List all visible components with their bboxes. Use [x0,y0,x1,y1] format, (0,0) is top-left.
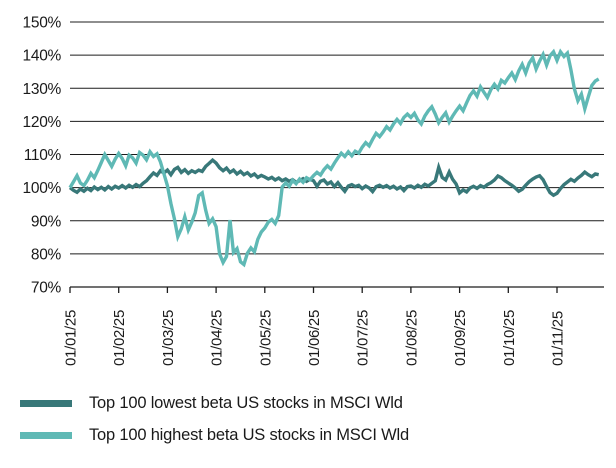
chart-area: 01/01/25 01/02/25 01/03/25 01/04/25 01/05/25… [23,15,604,366]
y-tick-label: 70% [31,280,62,297]
legend-label-highest-beta: Top 100 highest beta US stocks in MSCI W… [89,425,409,444]
y-tick-label: 110% [24,147,62,164]
x-tick-label: 01/10/25 [501,310,518,366]
x-tick-label: 01/04/25 [209,310,226,366]
x-tick-label: 01/07/25 [355,310,372,366]
y-tick-label: 90% [31,213,62,230]
y-tick-label: 120% [23,114,62,131]
x-tick-label: 01/08/25 [403,310,420,366]
legend-item-lowest-beta: Top 100 lowest beta US stocks in MSCI Wl… [20,392,409,414]
x-tick-label: 01/06/25 [306,310,323,366]
series-line-lowest-beta [68,157,600,198]
x-tick-label: 01/09/25 [452,310,469,366]
x-tick-label: 01/02/25 [111,310,128,366]
series-line-highest-beta [68,48,600,268]
y-tick-label: 130% [23,81,62,98]
x-tick-label: 01/05/25 [257,310,274,366]
y-tick-label: 100% [23,180,62,197]
legend-label-lowest-beta: Top 100 lowest beta US stocks in MSCI Wl… [89,393,403,412]
chart-legend: Top 100 lowest beta US stocks in MSCI Wl… [20,392,409,446]
x-tick-label: 01/03/25 [160,310,177,366]
beta-line-chart: 01/01/25 01/02/25 01/03/25 01/04/25 01/05/25… [23,15,604,366]
legend-item-highest-beta: Top 100 highest beta US stocks in MSCI W… [20,424,409,446]
y-tick-label: 140% [23,48,62,65]
legend-swatch-lowest-beta [20,399,72,407]
x-tick-label: 01/01/25 [63,310,80,366]
y-tick-label: 150% [23,15,62,32]
legend-swatch-highest-beta [20,431,72,439]
y-tick-label: 80% [31,246,62,263]
x-tick-label: 01/11/25 [550,311,567,366]
